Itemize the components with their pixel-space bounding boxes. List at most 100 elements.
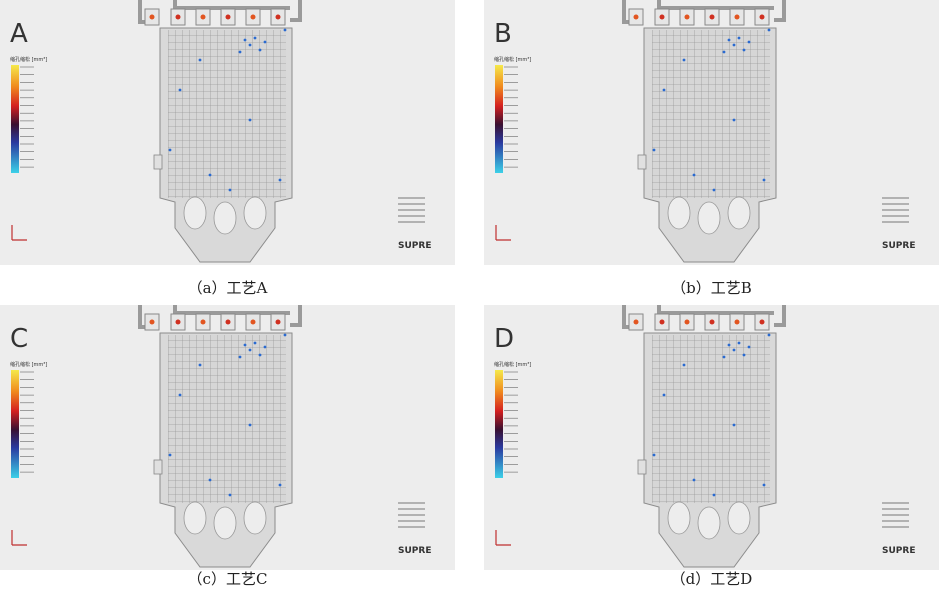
gate-defect [685,15,690,20]
opening [244,502,266,534]
gate-defect [226,320,231,325]
casting-grid [652,335,770,503]
panel: D 缩孔缩松 [mm³] SUPRE [484,305,939,570]
logo: SUPRE [882,241,915,251]
defect [169,454,172,457]
defect [748,346,751,349]
side-tab [638,460,646,474]
gate-defect [634,15,639,20]
gate-defect [150,320,155,325]
defect [743,49,746,52]
defect [284,29,287,32]
panel-letter: D [494,324,514,354]
defect [254,342,257,345]
opening [668,502,690,534]
logo: SUPRE [398,241,431,251]
panel: A缩孔缩松 [mm³]SUPRE [0,0,455,265]
gate-defect [760,15,765,20]
gate-defect [660,320,665,325]
defect [738,37,741,40]
defect [653,454,656,457]
defect [239,356,242,359]
opening [668,197,690,229]
color-bar [11,65,19,173]
side-tab [154,460,162,474]
caption: （c）工艺C [0,568,455,589]
casting-grid [168,30,286,198]
gate-defect [251,320,256,325]
defect [249,119,252,122]
simulation-view: C 缩孔缩松 [mm³] SUPRE [0,305,455,570]
color-bar [495,65,503,173]
defect [199,364,202,367]
opening [728,502,750,534]
defect [254,37,257,40]
gate-defect [760,320,765,325]
defect [738,342,741,345]
defect [733,44,736,47]
logo: SUPRE [398,546,431,556]
defect [653,149,656,152]
defect [683,59,686,62]
gate-defect [710,15,715,20]
legend-title: 缩孔缩松 [mm³] [494,361,531,368]
casting-grid [168,335,286,503]
casting-grid [652,30,770,198]
legend-title: 缩孔缩松 [mm³] [10,56,47,63]
defect [768,334,771,337]
gate-defect [226,15,231,20]
defect [743,354,746,357]
caption: （d）工艺D [484,568,939,589]
legend-title: 缩孔缩松 [mm³] [494,56,531,63]
caption: （b）工艺B [484,277,939,298]
defect [768,29,771,32]
color-bar [11,370,19,478]
defect [244,344,247,347]
defect [229,494,232,497]
gate-defect [276,320,281,325]
defect [748,41,751,44]
side-tab [154,155,162,169]
defect [179,89,182,92]
defect [259,49,262,52]
gate-defect [735,320,740,325]
defect [693,479,696,482]
defect [284,334,287,337]
opening [698,507,720,539]
gate-defect [150,15,155,20]
defect [179,394,182,397]
opening [244,197,266,229]
defect [239,51,242,54]
panel-letter: C [10,324,28,354]
gate-defect [176,15,181,20]
defect [259,354,262,357]
defect [209,479,212,482]
defect [663,89,666,92]
simulation-view: D 缩孔缩松 [mm³] SUPRE [484,305,939,570]
defect [279,484,282,487]
gate-defect [634,320,639,325]
defect [244,39,247,42]
gate-defect [685,320,690,325]
defect [728,39,731,42]
defect [663,394,666,397]
defect [249,44,252,47]
defect [693,174,696,177]
gate-defect [276,15,281,20]
defect [169,149,172,152]
opening [214,202,236,234]
opening [184,502,206,534]
defect [723,356,726,359]
defect [733,349,736,352]
gate-defect [660,15,665,20]
defect [264,41,267,44]
defect [279,179,282,182]
gate-defect [251,15,256,20]
defect [713,494,716,497]
legend-title: 缩孔缩松 [mm³] [10,361,47,368]
logo: SUPRE [882,546,915,556]
defect [229,189,232,192]
defect [249,349,252,352]
opening [728,197,750,229]
